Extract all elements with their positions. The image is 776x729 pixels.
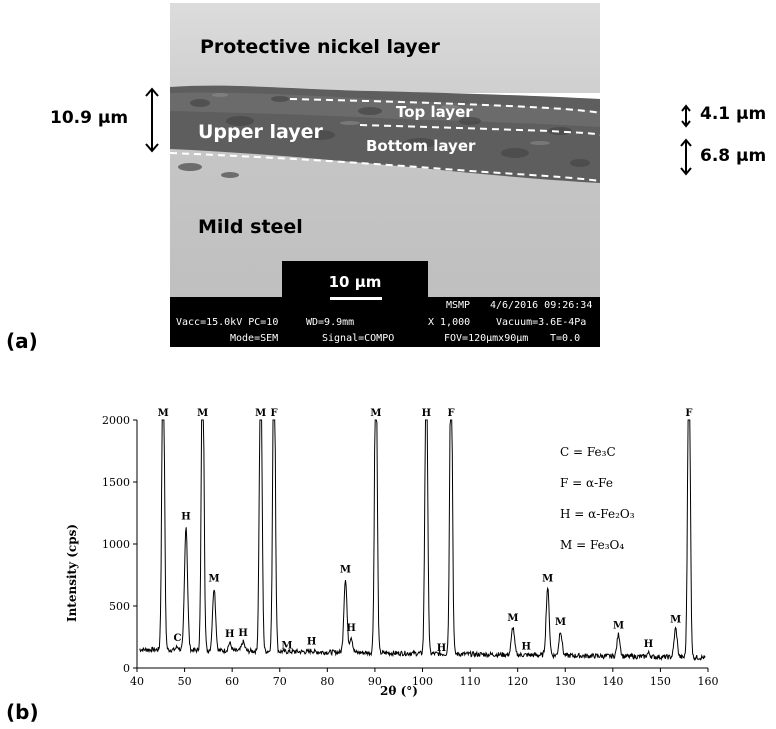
label-upper-layer: Upper layer [198, 121, 324, 143]
info-row3-a: Mode=SEM [230, 333, 278, 344]
sem-micrograph: Protective nickel layer Upper layer Top … [170, 3, 600, 347]
peak-label: M [542, 573, 553, 584]
peak-label: H [437, 643, 446, 654]
info-row1-a: MSMP [446, 300, 470, 311]
info-row3-d: T=0.0 [550, 333, 580, 344]
thickness-top-label: 4.1 µm [700, 104, 767, 124]
peak-label: H [346, 623, 355, 634]
thickness-top-arrow [681, 104, 691, 128]
peak-label: M [555, 617, 566, 628]
top-boundary-line [289, 98, 600, 114]
scale-texture [178, 96, 590, 178]
peak-label: M [255, 408, 266, 419]
legend-entry: M = Fe₃O₄ [560, 538, 624, 552]
chart-axes: 40 50 60 70 80 90 100 110 120 130 140 150 160 0 500 100… [102, 414, 719, 688]
x-tick-label: 130 [555, 675, 576, 688]
label-mild-steel: Mild steel [198, 216, 303, 238]
legend-entry: F = α-Fe [560, 476, 613, 490]
xrd-pattern [139, 419, 706, 662]
scale-bar-label: 10 µm [329, 273, 382, 291]
x-axis-label: 2θ (°) [380, 684, 418, 698]
peak-label: M [670, 614, 681, 625]
y-tick-label: 500 [109, 600, 130, 613]
peak-label: H [644, 639, 653, 650]
panel-b-label: (b) [6, 700, 39, 724]
y-tick-label: 0 [123, 662, 130, 675]
x-tick-label: 110 [460, 675, 481, 688]
x-tick-label: 70 [273, 675, 287, 688]
x-tick-label: 150 [650, 675, 671, 688]
peak-label: M [340, 565, 351, 576]
panel-a-label: (a) [6, 329, 38, 353]
info-row2-d: Vacuum=3.6E-4Pa [496, 317, 586, 328]
thickness-bottom-label: 6.8 µm [700, 146, 767, 166]
x-tick-label: 50 [178, 675, 192, 688]
x-tick-label: 40 [130, 675, 144, 688]
peak-label: M [507, 613, 518, 624]
sem-image-svg: Protective nickel layer Upper layer Top … [170, 3, 600, 347]
legend-entry: C = Fe₃C [560, 445, 616, 459]
label-top-layer: Top layer [396, 103, 473, 121]
y-tick-label: 1000 [102, 538, 130, 551]
x-tick-label: 120 [507, 675, 528, 688]
info-row3-c: FOV=120µmx90µm [444, 333, 528, 344]
peak-label: M [197, 408, 208, 419]
info-row2-a: Vacc=15.0kV PC=10 [176, 317, 278, 328]
peak-label: H [422, 408, 431, 419]
x-tick-label: 140 [602, 675, 623, 688]
thickness-total-arrow [145, 87, 159, 153]
info-row2-b: WD=9.9mm [306, 317, 354, 328]
thickness-bottom-arrow [680, 138, 692, 176]
info-row1-b: 4/6/2016 09:26:34 [490, 300, 592, 311]
peak-label: M [281, 640, 292, 651]
x-tick-label: 90 [368, 675, 382, 688]
peak-label: H [238, 628, 247, 639]
xrd-series-line [139, 419, 706, 662]
thickness-total-label: 10.9 µm [50, 108, 129, 128]
peak-label: H [181, 511, 190, 522]
x-tick-label: 100 [412, 675, 433, 688]
info-row2-c: X 1,000 [428, 317, 470, 328]
label-protective-layer: Protective nickel layer [200, 36, 441, 58]
peak-label: H [225, 629, 234, 640]
peak-label: F [447, 408, 454, 419]
label-bottom-layer: Bottom layer [366, 137, 476, 155]
peak-label: F [270, 408, 277, 419]
y-axis-label: Intensity (cps) [65, 524, 79, 622]
x-tick-label: 60 [225, 675, 239, 688]
peak-label: M [370, 408, 381, 419]
steel-interface-line [170, 152, 600, 182]
peak-label: H [522, 642, 531, 653]
xrd-chart: 40 50 60 70 80 90 100 110 120 130 140 150 160 0 500 100… [65, 408, 719, 698]
mid-boundary-line [359, 124, 600, 136]
peak-label: M [158, 408, 169, 419]
peak-label: M [209, 573, 220, 584]
peak-label: F [685, 408, 692, 419]
y-tick-label: 1500 [102, 476, 130, 489]
chart-legend: C = Fe₃C F = α-Fe H = α-Fe₂O₃ M = Fe₃O₄ [560, 445, 635, 552]
peak-label: M [613, 621, 624, 632]
peak-label: C [173, 633, 181, 644]
info-row3-b: Signal=COMPO [322, 333, 394, 344]
y-tick-label: 2000 [102, 414, 130, 427]
nickel-region [170, 3, 600, 93]
legend-entry: H = α-Fe₂O₃ [560, 507, 635, 521]
x-tick-label: 80 [320, 675, 334, 688]
peak-label: H [307, 637, 316, 648]
x-tick-label: 160 [698, 675, 719, 688]
